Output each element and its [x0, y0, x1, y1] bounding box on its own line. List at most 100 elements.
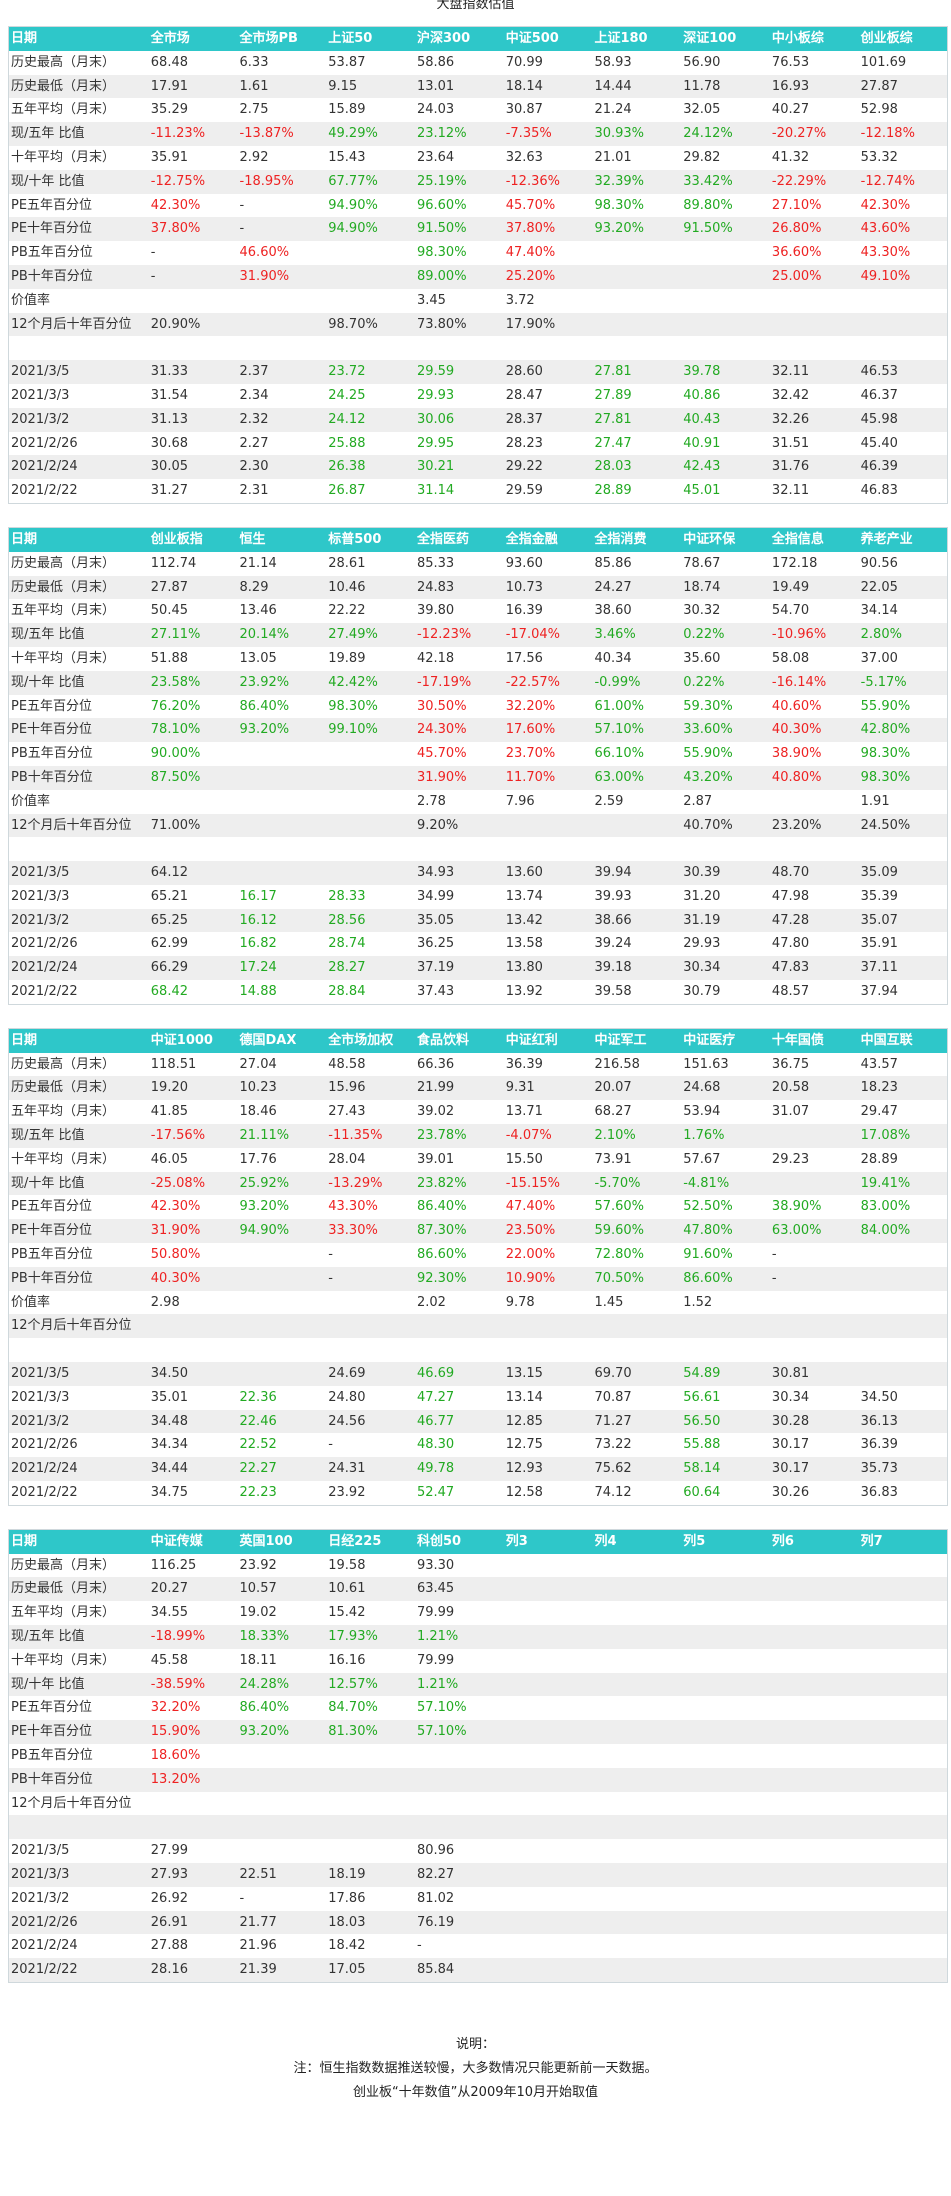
table-cell: 46.39 [858, 455, 948, 480]
column-header: 中证环保 [681, 527, 770, 552]
table-row: 2021/3/3 27.93 22.51 18.19 82.27 [8, 1862, 948, 1887]
table-cell: 40.60% [771, 698, 822, 714]
table-cell: 30.34 [681, 956, 770, 981]
table-cell: 3.45 [416, 292, 446, 308]
table-cell: 14.44 [592, 74, 682, 99]
table-cell: 63.00% [769, 1219, 859, 1244]
table-cell: 37.80% [503, 217, 593, 242]
table-cell [503, 1720, 593, 1744]
table-cell: 30.17 [769, 1457, 859, 1482]
table-cell: 49.78 [414, 1457, 504, 1482]
table-row: 12个月后十年百分位 71.00% 9.20% 40.70% 23.20% 24.50% [8, 813, 948, 838]
table-cell [769, 1625, 859, 1649]
table-cell [504, 1696, 593, 1720]
table-cell [415, 1744, 504, 1768]
table-cell: 21.77 [237, 1910, 327, 1935]
table-cell: 31.20 [683, 888, 721, 904]
table-row: 2021/3/5 64.12 34.93 13.60 39.94 30.39 48.70 35… [8, 861, 948, 885]
table-cell [859, 1338, 948, 1362]
row-label: 12个月后十年百分位 [8, 813, 149, 838]
row-label: 2021/2/26 [11, 936, 78, 952]
table-cell: 11.78 [681, 74, 770, 99]
table-cell: 15.43 [328, 149, 366, 165]
table-cell: 2.87 [683, 793, 713, 809]
table-cell: 86.60% [681, 1266, 770, 1291]
table-cell [858, 1266, 948, 1291]
table-row: 2021/2/26 30.68 2.27 25.88 29.95 28.23 27.47 40… [9, 432, 948, 456]
table-row: 十年平均（月末） 51.88 13.05 19.89 42.18 17.56 40.34 35… [9, 647, 948, 671]
table-cell [592, 1577, 682, 1602]
table-cell: 84.00% [858, 1219, 948, 1244]
table-cell: 13.92 [505, 984, 543, 1000]
table-cell: -12.36% [503, 169, 593, 194]
table-cell [770, 1601, 859, 1625]
table-cell: 47.98 [771, 888, 810, 904]
table-cell: 47.80 [771, 936, 810, 952]
table-cell: 22.00% [505, 1247, 556, 1263]
table-cell: 40.91 [683, 435, 721, 451]
table-cell [681, 1696, 770, 1720]
table-cell: 16.93 [769, 74, 859, 99]
table-cell [238, 1338, 327, 1362]
table-row: PE十年百分位 78.10% 93.20% 99.10% 24.30% 17.60% 57.… [8, 718, 948, 743]
table-cell [326, 1792, 415, 1816]
table-cell [415, 1792, 504, 1816]
table-cell: 33.42% [681, 169, 770, 194]
table-row: 2021/2/22 31.27 2.31 26.87 31.14 29.59 28.89 45… [9, 479, 948, 503]
table-cell: 1.21% [414, 1625, 504, 1649]
table-cell: 47.80% [681, 1219, 770, 1244]
table-cell [238, 1291, 327, 1315]
table-cell: -22.29% [769, 169, 859, 194]
table-cell: 32.11 [771, 483, 810, 499]
table-cell: 36.75 [771, 1056, 810, 1072]
table-cell: 40.30% [148, 1266, 238, 1291]
table-cell [592, 1910, 682, 1935]
table-cell: 76.53 [771, 54, 810, 70]
table-cell: 2.27 [239, 435, 269, 451]
table-cell: 56.90 [683, 54, 721, 70]
table-cell [770, 1291, 859, 1315]
table-cell [859, 289, 948, 313]
row-label: 现/十年 比值 [8, 1672, 149, 1697]
table-cell [769, 1171, 859, 1196]
table-cell: 37.19 [414, 956, 504, 981]
table-cell [503, 1958, 593, 1983]
table-row: 2021/2/24 30.05 2.30 26.38 30.21 29.22 28.03 42… [8, 455, 948, 480]
table-cell: 40.80% [769, 765, 859, 790]
table-cell: 26.80% [769, 217, 859, 242]
table-cell: 40.34 [594, 650, 632, 666]
table-cell: 21.24 [594, 102, 632, 118]
table-cell [503, 1314, 593, 1339]
table-cell: 36.13 [858, 1409, 948, 1434]
row-label: 2021/3/2 [8, 407, 149, 432]
table-cell: 81.30% [326, 1720, 415, 1744]
table-cell: 36.60% [771, 245, 822, 261]
row-label: 历史最低（月末） [8, 1076, 149, 1101]
row-label: 历史最低（月末） [8, 575, 149, 600]
table-cell [681, 1338, 770, 1362]
table-cell: 18.33% [237, 1625, 327, 1649]
table-cell: 16.39 [505, 603, 543, 619]
table-cell: 30.32 [683, 603, 721, 619]
table-row: 2021/2/24 66.29 17.24 28.27 37.19 13.80 39.18 3… [8, 956, 948, 981]
table-cell [238, 1243, 327, 1267]
table-cell: -4.81% [681, 1171, 770, 1196]
table-cell: 15.90% [148, 1720, 238, 1744]
row-label: PB五年百分位 [11, 1247, 93, 1263]
row-label: 12个月后十年百分位 [11, 1795, 132, 1811]
table-cell: 27.43 [328, 1104, 366, 1120]
table-cell: 21.14 [239, 555, 277, 571]
table-cell: 39.78 [681, 360, 770, 384]
table-cell: 93.20% [592, 217, 682, 242]
table-cell: 89.80% [683, 197, 733, 213]
table-cell [858, 1577, 948, 1602]
table-cell: 29.95 [416, 435, 455, 451]
table-cell: 70.87 [594, 1389, 632, 1405]
table-row: PB五年百分位 50.80% - 86.60% 22.00% 72.80% 91.60% - [9, 1243, 948, 1267]
table-cell: 40.70% [681, 813, 770, 838]
row-label: 2021/2/24 [8, 455, 149, 480]
table-cell [503, 813, 593, 838]
table-cell: -4.07% [503, 1124, 593, 1148]
table-cell: 30.79 [683, 984, 721, 1000]
table-cell: 70.99 [505, 54, 543, 70]
